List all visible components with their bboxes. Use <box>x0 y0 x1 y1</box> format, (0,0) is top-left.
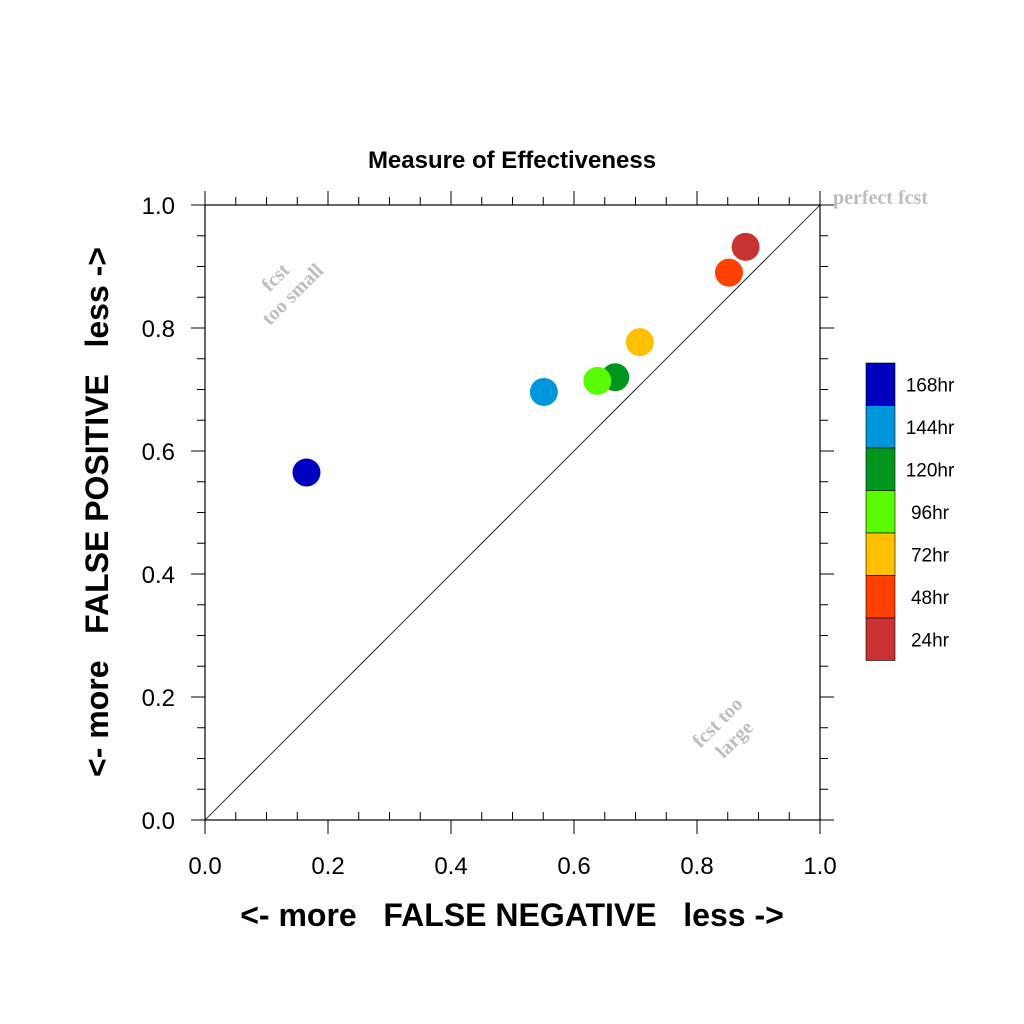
legend-label-96hr: 96hr <box>911 503 950 524</box>
legend-swatch-72hr <box>865 532 896 576</box>
legend-swatch-144hr <box>865 405 896 449</box>
legend-swatch-96hr <box>865 490 896 534</box>
x-tick-label: 0.0 <box>188 853 221 880</box>
y-tick-label: 0.2 <box>142 685 175 712</box>
y-tick-label: 1.0 <box>142 193 175 220</box>
x-tick-label: 0.2 <box>311 853 344 880</box>
legend-swatch-120hr <box>865 447 896 491</box>
legend-swatch-24hr <box>865 617 896 661</box>
diagonal-reference-line <box>204 204 821 821</box>
y-tick-label: 0.8 <box>142 316 175 343</box>
legend-label-120hr: 120hr <box>906 460 955 481</box>
y-axis-label: <- more FALSE POSITIVE less -> <box>79 247 115 777</box>
x-tick-label: 0.6 <box>557 853 590 880</box>
legend-label-48hr: 48hr <box>911 588 950 609</box>
x-tick-label: 1.0 <box>803 853 836 880</box>
legend-label-144hr: 144hr <box>906 418 955 439</box>
data-point-144hr <box>529 377 558 406</box>
chart-title: Measure of Effectiveness <box>368 147 656 174</box>
data-point-24hr <box>731 232 760 261</box>
data-point-72hr <box>625 328 654 357</box>
data-points <box>292 232 760 487</box>
data-point-168hr <box>292 458 321 487</box>
data-point-96hr <box>583 366 612 395</box>
legend-label-24hr: 24hr <box>911 630 950 651</box>
data-point-48hr <box>714 258 743 287</box>
x-axis-label: <- more FALSE NEGATIVE less -> <box>240 897 784 933</box>
y-tick-label: 0.0 <box>142 808 175 835</box>
y-tick-label: 0.6 <box>142 439 175 466</box>
x-tick-label: 0.4 <box>434 853 467 880</box>
legend-label-72hr: 72hr <box>911 545 950 566</box>
y-tick-label: 0.4 <box>142 562 175 589</box>
x-tick-label: 0.8 <box>680 853 713 880</box>
legend: 168hr 144hr 120hr 96hr 72hr 48hr 24hr <box>865 362 955 661</box>
legend-label-168hr: 168hr <box>906 375 955 396</box>
legend-swatch-168hr <box>865 362 896 406</box>
legend-swatch-48hr <box>865 575 896 619</box>
perfect-fcst-annotation: perfect fcst <box>833 187 928 209</box>
axes: 0.0 0.2 0.4 0.6 0.8 1.0 0.0 0.2 0.4 0.6 0.8 1.0 <box>142 191 837 880</box>
